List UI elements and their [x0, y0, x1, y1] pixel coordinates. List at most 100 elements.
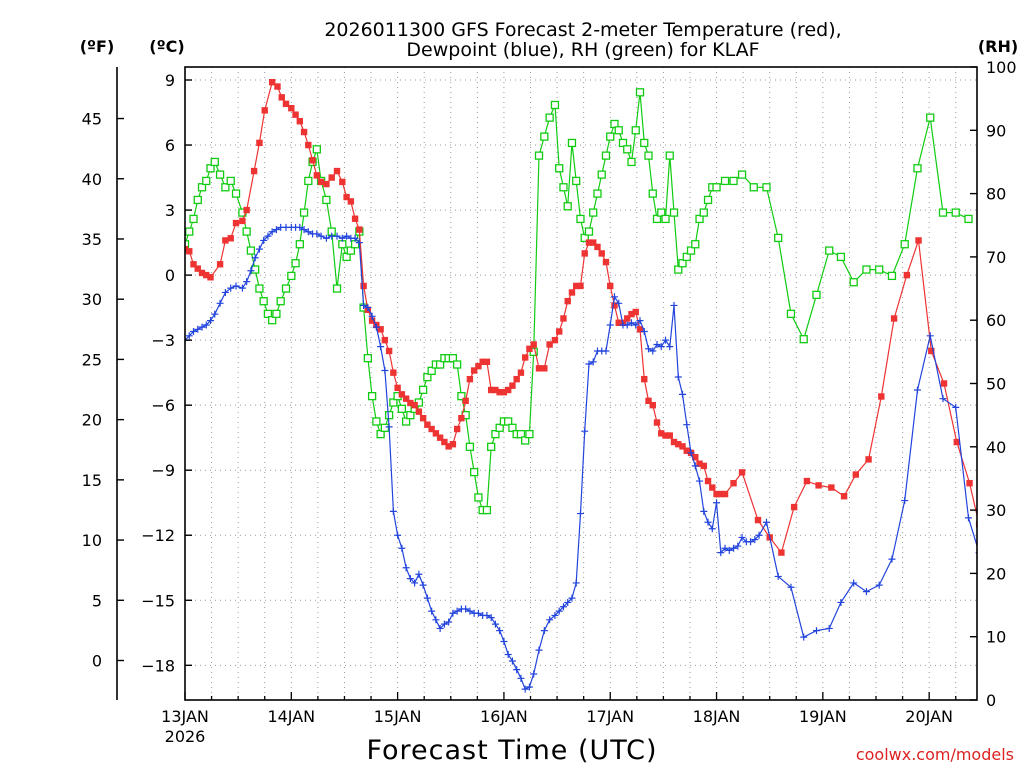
series-rh	[185, 88, 973, 515]
celsius-tick-label: 0	[165, 266, 175, 285]
x-tick-label: 20JAN	[905, 707, 953, 726]
dewpoint-point	[190, 327, 198, 335]
dewpoint-point	[517, 674, 525, 682]
rh-point	[367, 392, 377, 401]
rh-point	[699, 208, 708, 217]
temperature-point	[190, 261, 197, 268]
rh-point	[202, 176, 211, 186]
rh-point	[342, 252, 351, 262]
dewpoint-point	[551, 611, 559, 619]
rh-point	[332, 284, 342, 293]
dewpoint-point	[243, 278, 251, 286]
rh-point	[572, 176, 581, 186]
rh-point	[295, 240, 304, 249]
dewpoint-point	[317, 232, 325, 240]
temperature-point	[790, 503, 798, 511]
temperature-point	[305, 141, 312, 149]
rh-point	[601, 151, 611, 160]
rh-point	[799, 335, 808, 344]
dewpoint-point	[491, 620, 499, 628]
rh-point	[448, 354, 458, 363]
rh-point	[614, 126, 623, 135]
rh-point	[338, 240, 347, 249]
dewpoint-point	[322, 234, 330, 242]
rh-point	[657, 208, 666, 217]
temperature-point	[878, 393, 885, 400]
rh-point	[661, 214, 670, 224]
temperature-point	[339, 178, 346, 186]
temperature-point	[615, 319, 622, 327]
rh-point	[304, 176, 313, 186]
temperature-point	[683, 447, 690, 454]
temperature-point	[662, 432, 669, 439]
temperature-point	[292, 111, 299, 118]
rh-point	[281, 284, 291, 293]
rh-tick-label: 80	[986, 185, 1006, 204]
dewpoint-point	[496, 627, 504, 635]
fahrenheit-tick-label: 40	[82, 170, 102, 189]
rh-point	[610, 119, 619, 129]
temperature-point	[222, 237, 229, 244]
temperature-point	[398, 391, 406, 398]
temperature-point	[288, 104, 295, 112]
rh-point	[913, 164, 922, 173]
dewpoint-point	[216, 299, 224, 307]
rh-point	[887, 271, 897, 281]
rh-tick-label: 20	[986, 564, 1006, 583]
chart-title-line1: 2026011300 GFS Forecast 2-meter Temperat…	[324, 19, 841, 41]
rh-point	[849, 278, 858, 287]
rh-point	[786, 309, 796, 319]
temperature-point	[721, 490, 729, 498]
rh-point	[272, 309, 281, 319]
dewpoint-point	[255, 245, 263, 253]
rh-point	[540, 132, 549, 141]
temperature-point	[546, 341, 553, 348]
rh-point	[631, 126, 640, 135]
fahrenheit-tick-label: 35	[82, 230, 102, 249]
rh-point	[482, 505, 492, 515]
dewpoint-point	[432, 616, 440, 624]
temperature-point	[717, 490, 724, 498]
rh-point	[276, 297, 285, 306]
dewpoint-point	[615, 299, 623, 307]
temperature-point	[419, 414, 427, 422]
temperature-point	[282, 100, 290, 108]
rh-point	[185, 227, 194, 236]
rh-point	[521, 436, 530, 445]
dewpoint-point	[487, 614, 495, 622]
temperature-point	[628, 310, 635, 318]
temperature-point	[411, 401, 418, 409]
rh-point	[729, 176, 738, 186]
dewpoint-point	[198, 323, 206, 331]
dewpoint-point	[440, 620, 448, 628]
dewpoint-point	[535, 646, 543, 654]
rh-point	[457, 392, 466, 401]
temperature-point	[803, 477, 811, 485]
dewpoint-point	[670, 301, 678, 309]
rh-point	[418, 385, 428, 394]
rh-point	[652, 214, 662, 224]
dewpoint-point	[540, 627, 548, 635]
temperature-point	[432, 430, 440, 437]
rh-point	[453, 360, 462, 369]
dewpoint-point	[825, 624, 833, 632]
temperature-point	[487, 386, 495, 394]
rh-point	[545, 113, 554, 122]
dewpoint-point	[589, 358, 597, 366]
celsius-tick-label: −15	[141, 591, 175, 610]
rh-point	[951, 208, 960, 217]
dewpoint-point	[862, 588, 870, 596]
temperature-point	[738, 469, 746, 476]
rh-point	[720, 176, 730, 186]
rh-point	[397, 404, 407, 413]
dewpoint-point	[837, 598, 845, 606]
dewpoint-point	[211, 310, 219, 318]
temperature-point	[709, 484, 716, 491]
fahrenheit-tick-label: 45	[82, 110, 102, 129]
temperature-point	[278, 94, 285, 101]
dewpoint-point	[687, 449, 695, 457]
dewpoint-point	[576, 510, 584, 518]
rh-tick-label: 0	[986, 691, 996, 710]
dewpoint-point	[232, 282, 240, 290]
